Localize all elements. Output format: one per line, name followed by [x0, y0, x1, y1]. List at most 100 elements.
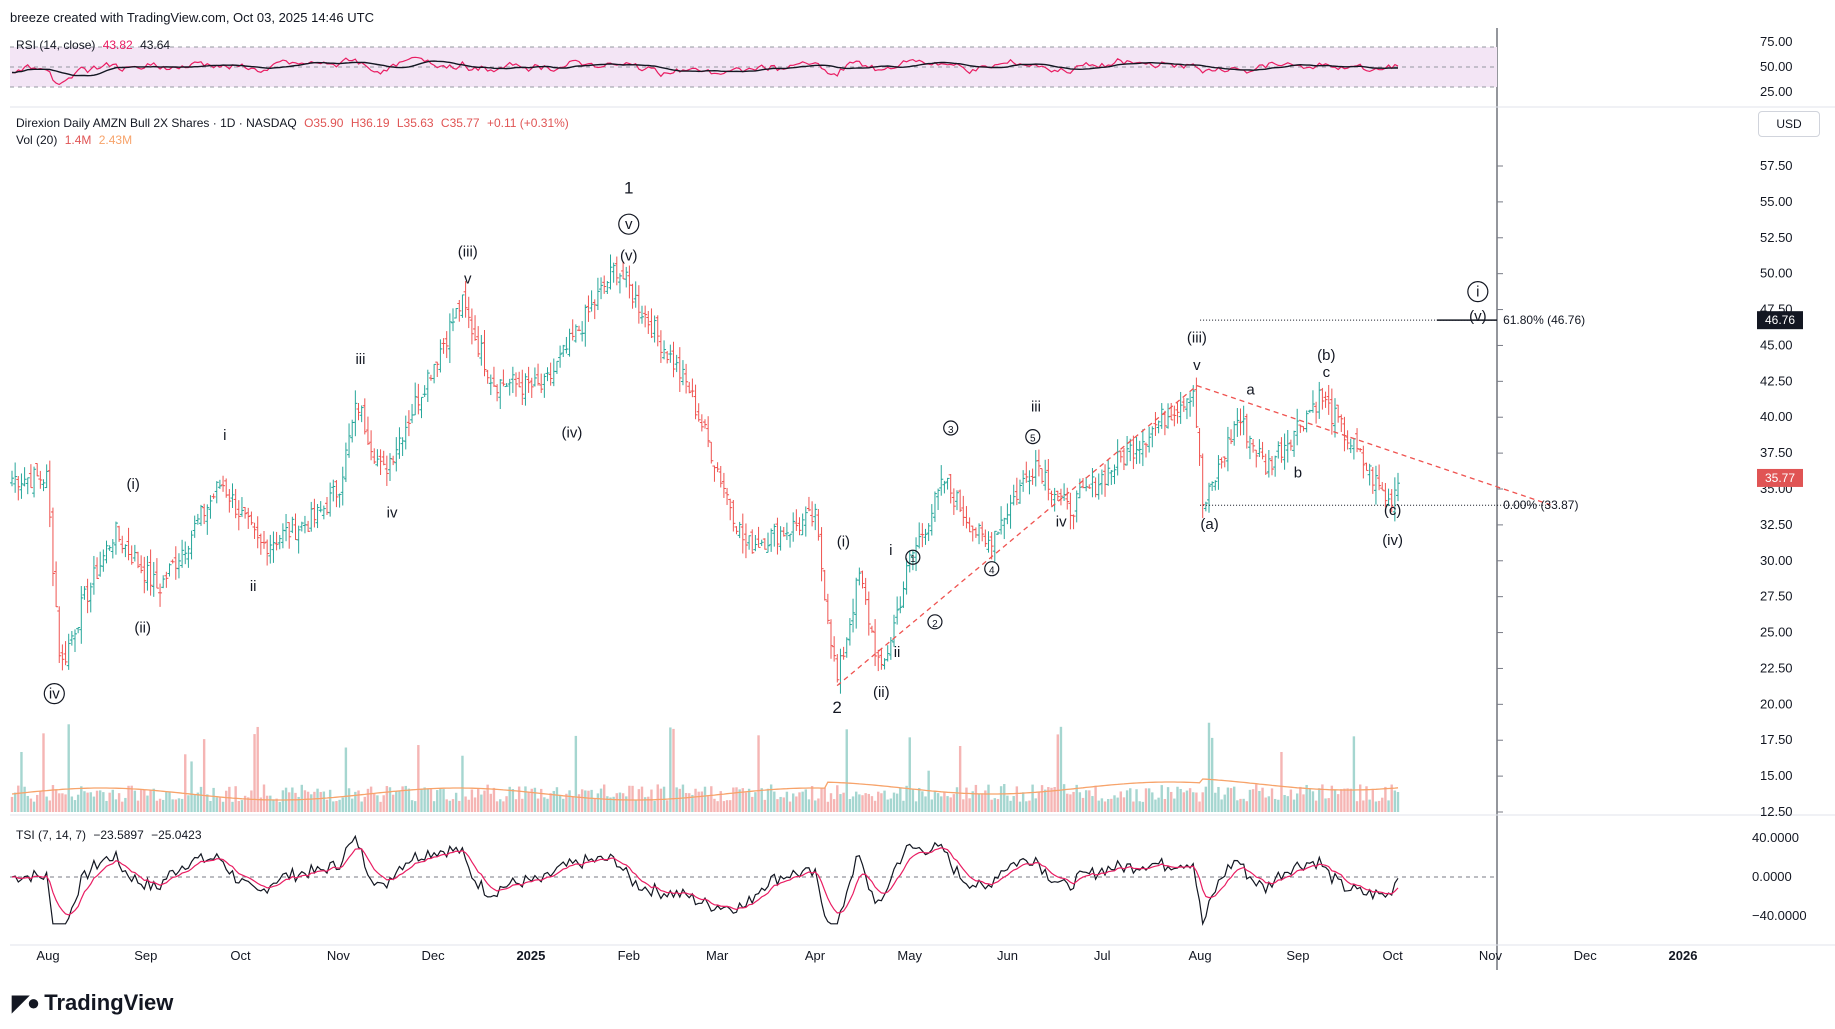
wave-label: iv — [1056, 513, 1067, 530]
rsi-legend[interactable]: RSI (14, close) 43.82 43.64 — [16, 38, 174, 52]
volume-bar — [999, 786, 1003, 812]
volume-bar — [89, 792, 92, 812]
tsi-tick-label: 0.0000 — [1752, 869, 1792, 884]
volume-bar — [410, 800, 414, 812]
volume-bar — [23, 786, 26, 812]
volume-bar — [574, 735, 578, 812]
volume-bar — [697, 791, 700, 812]
tsi-legend[interactable]: TSI (7, 14, 7) −23.5897 −25.0423 — [16, 828, 206, 842]
volume-bar — [420, 789, 423, 812]
volume-bar — [316, 788, 319, 812]
volume-bar — [83, 791, 86, 812]
volume-bar — [1204, 786, 1208, 812]
volume-bar — [114, 799, 118, 812]
volume-bar — [240, 800, 244, 812]
volume-bar — [127, 785, 130, 812]
volume-bar — [1308, 788, 1311, 812]
time-tick-label: Nov — [1479, 948, 1503, 963]
rsi-band — [10, 47, 1497, 87]
time-tick-label: Feb — [618, 948, 640, 963]
volume-bar — [766, 788, 770, 812]
volume-bar — [703, 786, 707, 812]
tsi-label: TSI (7, 14, 7) — [16, 828, 87, 842]
volume-bar — [1233, 786, 1236, 812]
time-tick-label: Jul — [1094, 948, 1111, 963]
trendline-resistance — [1196, 385, 1551, 506]
volume-bar — [155, 800, 159, 812]
volume-bar — [294, 792, 297, 812]
volume-bar — [643, 797, 647, 812]
volume-bar — [650, 789, 653, 812]
volume-bar — [984, 790, 987, 812]
time-tick-label: 2025 — [516, 948, 545, 963]
volume-bar — [1362, 800, 1365, 812]
volume-bar — [121, 801, 124, 812]
volume-bar — [521, 798, 524, 812]
wave-label: (iii) — [1187, 330, 1207, 347]
volume-bar — [1015, 786, 1019, 812]
volume-bar — [933, 791, 937, 812]
volume-bar — [335, 801, 338, 812]
volume-bar — [354, 791, 357, 812]
time-tick-label: Jun — [997, 948, 1018, 963]
volume-bar — [1116, 797, 1119, 812]
volume-bar — [949, 797, 952, 812]
axes: 57.5055.0052.5050.0047.5045.0042.5040.00… — [36, 158, 1803, 963]
volume-bar — [202, 739, 206, 812]
volume-ma-line — [11, 778, 1399, 801]
symbol-legend[interactable]: Direxion Daily AMZN Bull 2X Shares · 1D … — [16, 116, 573, 130]
volume-bar — [423, 787, 426, 812]
volume-bar — [908, 737, 911, 812]
volume-bar — [1346, 788, 1349, 812]
volume-bar — [130, 785, 133, 812]
volume-bar — [842, 792, 845, 812]
volume-bar — [921, 791, 924, 812]
volume-bar — [615, 793, 618, 812]
price-tick-label: 27.50 — [1760, 589, 1793, 604]
volume-bar — [990, 799, 993, 812]
wave-label: (ii) — [873, 684, 890, 701]
volume-bar — [1236, 800, 1239, 812]
volume-bar — [694, 788, 697, 812]
volume-bar — [1009, 800, 1012, 812]
volume-bar — [199, 786, 203, 812]
volume-bar — [1170, 791, 1173, 812]
volume-bar — [177, 798, 181, 812]
volume-bar — [810, 785, 814, 812]
volume-bar — [76, 794, 80, 812]
tradingview-logo[interactable]: ◤● TradingView — [12, 990, 173, 1016]
volume-bar — [1381, 797, 1384, 812]
volume-bar — [968, 798, 971, 812]
volume-bar — [612, 796, 615, 812]
volume-bar — [51, 785, 55, 812]
volume-bar — [845, 729, 848, 812]
volume-legend[interactable]: Vol (20) 1.4M 2.43M — [16, 133, 136, 147]
volume-bar — [1365, 786, 1368, 812]
volume-bar — [1021, 792, 1025, 812]
symbol-name: Direxion Daily AMZN Bull 2X Shares · 1D … — [16, 116, 297, 130]
volume-bar — [1226, 787, 1230, 812]
currency-label: USD — [1776, 117, 1802, 131]
volume-bar — [10, 796, 14, 812]
ohlc-close: C35.77 — [440, 116, 480, 130]
volume-bar — [1299, 786, 1302, 812]
wave-label: ii — [250, 578, 257, 595]
volume-bar — [196, 792, 200, 812]
volume-bar — [785, 791, 789, 812]
volume-bar — [741, 788, 744, 812]
volume-bar — [587, 790, 590, 812]
volume-bar — [788, 801, 792, 812]
volume-bar — [508, 786, 511, 812]
volume-bar — [136, 800, 140, 812]
volume-bar — [732, 787, 735, 812]
volume-bar — [124, 797, 127, 812]
volume-bar — [873, 800, 877, 812]
currency-button[interactable]: USD — [1758, 111, 1820, 137]
volume-bar — [20, 751, 23, 812]
volume-bar — [158, 798, 162, 812]
wave-label-circle — [1467, 281, 1489, 303]
time-tick-label: Oct — [1382, 948, 1403, 963]
volume-bar — [256, 726, 259, 812]
volume-bar — [1084, 790, 1088, 812]
